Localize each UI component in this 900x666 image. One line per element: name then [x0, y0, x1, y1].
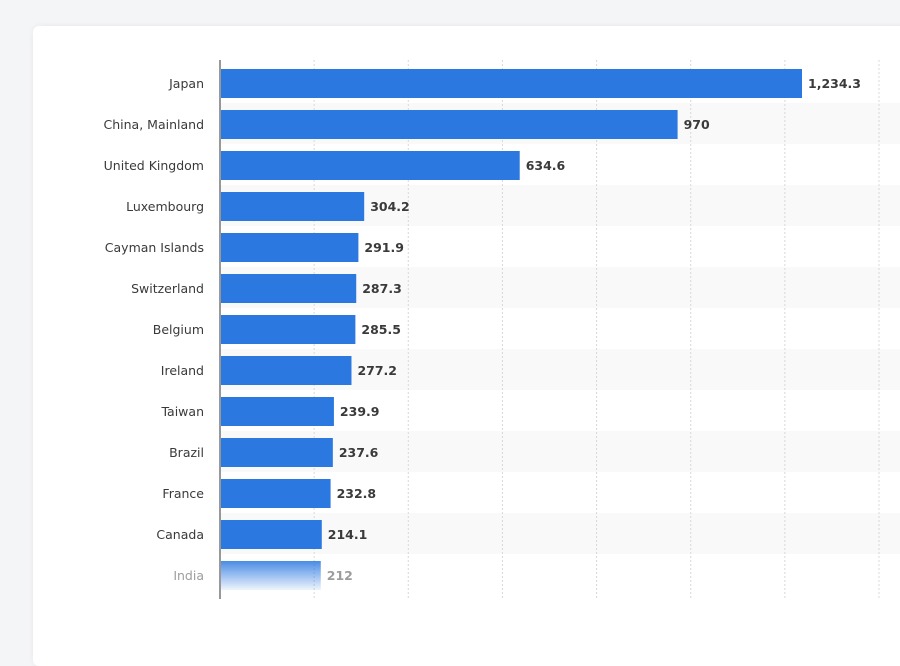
category-label: Brazil	[169, 445, 204, 460]
category-label: India	[173, 568, 204, 583]
row-band	[220, 431, 900, 472]
category-label: United Kingdom	[104, 158, 204, 173]
category-label: France	[162, 486, 204, 501]
category-label: Japan	[168, 76, 204, 91]
value-label: 214.1	[328, 527, 368, 542]
value-label: 277.2	[357, 363, 397, 378]
bar	[221, 274, 357, 303]
value-label: 212	[327, 568, 353, 583]
bar	[221, 69, 803, 98]
value-label: 634.6	[526, 158, 566, 173]
bar-chart: Japan China, Mainland United Kingdom Luxemb…	[103, 60, 900, 599]
bar	[221, 438, 333, 467]
value-label: 285.5	[361, 322, 401, 337]
bar	[221, 356, 352, 385]
category-label: Ireland	[161, 363, 204, 378]
category-label: China, Mainland	[104, 117, 204, 132]
bar	[221, 561, 321, 590]
bar	[221, 192, 365, 221]
category-label: Cayman Islands	[105, 240, 204, 255]
bar	[221, 110, 678, 139]
category-label: Luxembourg	[126, 199, 204, 214]
bar	[221, 315, 356, 344]
value-label: 237.6	[339, 445, 379, 460]
bar	[221, 397, 334, 426]
category-label: Taiwan	[160, 404, 204, 419]
value-label: 239.9	[340, 404, 380, 419]
value-label: 970	[684, 117, 710, 132]
bar	[221, 151, 520, 180]
category-label: Belgium	[153, 322, 204, 337]
row-band	[220, 513, 900, 554]
value-label: 291.9	[364, 240, 404, 255]
value-label: 304.2	[370, 199, 410, 214]
category-labels: Japan China, Mainland United Kingdom Luxemb…	[104, 76, 205, 583]
category-label: Canada	[156, 527, 204, 542]
category-label: Switzerland	[131, 281, 204, 296]
value-label: 287.3	[362, 281, 402, 296]
bar	[221, 479, 331, 508]
bars	[221, 69, 803, 590]
value-labels: 1,234.3 970 634.6 304.2 291.9 287.3 285.5 277.2…	[327, 76, 861, 583]
value-label: 1,234.3	[808, 76, 861, 91]
value-label: 232.8	[337, 486, 377, 501]
bar	[221, 233, 359, 262]
bar	[221, 520, 322, 549]
